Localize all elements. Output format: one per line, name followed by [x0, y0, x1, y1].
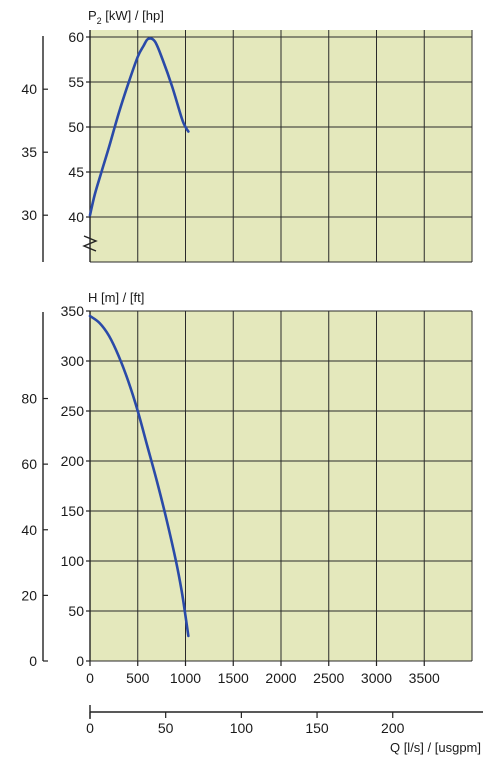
- power-y-ticks-secondary: 30 35 40: [21, 81, 48, 223]
- head-m-tick-label: 60: [21, 456, 37, 472]
- power-hp-tick-label: 50: [68, 119, 84, 135]
- power-hp-tick-label: 55: [68, 74, 84, 90]
- flow-ls-tick-label: 200: [381, 720, 405, 736]
- flow-ls-tick-label: 0: [86, 720, 94, 736]
- flow-usgpm-tick-label: 2500: [313, 670, 344, 686]
- flow-ls-tick-label: 100: [230, 720, 254, 736]
- flow-usgpm-tick-label: 0: [86, 670, 94, 686]
- power-axis-title: P2 [kW] / [hp]: [88, 8, 164, 26]
- flow-usgpm-tick-label: 2000: [265, 670, 296, 686]
- head-y-ticks-primary: 0 50 100 150 200 250 300 350: [61, 303, 90, 669]
- flow-ls-tick-label: 150: [305, 720, 329, 736]
- power-kw-tick-label: 30: [21, 207, 37, 223]
- head-m-tick-label: 20: [21, 587, 37, 603]
- flow-x-ticks-secondary: 0 50 100 150 200: [86, 705, 405, 736]
- flow-usgpm-tick-label: 3000: [361, 670, 392, 686]
- head-curve: [88, 314, 190, 638]
- flow-usgpm-tick-label: 1000: [170, 670, 201, 686]
- head-ft-tick-label: 250: [61, 403, 85, 419]
- power-hp-tick-label: 40: [68, 209, 84, 225]
- head-ft-tick-label: 0: [76, 653, 84, 669]
- head-x-ticks-primary: 0 500 1000 1500 2000 2500 3000 3500: [86, 661, 440, 686]
- head-ft-tick-label: 350: [61, 303, 85, 319]
- flow-secondary-axis: 0 50 100 150 200 Q [l/s] / [usgpm]: [86, 705, 483, 755]
- power-chart: 40 45 50 55 60 30 35 40 P2 [kW] / [hp]: [21, 8, 473, 263]
- power-kw-tick-label: 40: [21, 81, 37, 97]
- head-ft-tick-label: 50: [68, 603, 84, 619]
- head-ft-tick-label: 200: [61, 453, 85, 469]
- head-ft-tick-label: 150: [61, 503, 85, 519]
- flow-axis-label: Q [l/s] / [usgpm]: [390, 740, 481, 755]
- head-m-tick-label: 0: [29, 653, 37, 669]
- head-m-tick-label: 80: [21, 391, 37, 407]
- head-axis-title: H [m] / [ft]: [88, 290, 144, 305]
- head-grid: [90, 310, 473, 662]
- axis-break-icon: [82, 235, 98, 252]
- head-m-tick-label: 40: [21, 522, 37, 538]
- power-grid: [90, 30, 473, 263]
- power-kw-tick-label: 35: [21, 144, 37, 160]
- flow-usgpm-tick-label: 1500: [218, 670, 249, 686]
- head-ft-tick-label: 100: [61, 553, 85, 569]
- flow-usgpm-tick-label: 500: [126, 670, 150, 686]
- head-chart: 0 50 100 150 200 250 300 350 0 20 40 60 80 0 500 1000…: [21, 290, 473, 686]
- flow-usgpm-tick-label: 3500: [409, 670, 440, 686]
- power-y-ticks-primary: 40 45 50 55 60: [68, 29, 90, 225]
- power-curve: [88, 37, 190, 217]
- flow-ls-tick-label: 50: [158, 720, 174, 736]
- power-hp-tick-label: 60: [68, 29, 84, 45]
- head-y-ticks-secondary: 0 20 40 60 80: [21, 391, 48, 669]
- head-ft-tick-label: 300: [61, 353, 85, 369]
- power-hp-tick-label: 45: [68, 164, 84, 180]
